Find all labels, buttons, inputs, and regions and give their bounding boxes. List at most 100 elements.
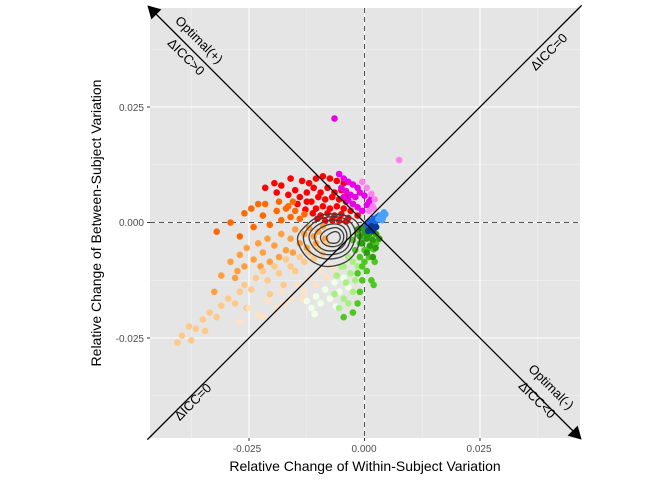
- data-point: [303, 189, 311, 196]
- data-point: [250, 256, 257, 263]
- data-point: [236, 233, 244, 240]
- data-point: [356, 253, 364, 261]
- data-point: [333, 203, 341, 210]
- data-point: [264, 297, 271, 305]
- data-point: [236, 251, 244, 259]
- data-point: [352, 277, 359, 284]
- data-point: [347, 270, 354, 277]
- density-contour: [302, 215, 356, 260]
- data-point: [331, 279, 338, 286]
- data-point: [331, 115, 338, 122]
- data-point: [287, 235, 294, 242]
- data-point: [358, 277, 366, 284]
- data-point: [308, 304, 315, 312]
- data-point: [358, 178, 366, 186]
- data-point: [264, 235, 271, 242]
- data-point: [231, 300, 239, 307]
- data-point: [305, 249, 313, 256]
- data-point: [338, 184, 345, 192]
- data-point: [174, 339, 181, 346]
- data-point: [199, 316, 207, 323]
- data-point: [296, 253, 304, 261]
- density-contour: [325, 230, 341, 244]
- data-point: [358, 207, 366, 215]
- data-point: [301, 258, 308, 266]
- data-point: [354, 300, 361, 307]
- data-point: [319, 173, 327, 180]
- data-point: [298, 177, 306, 185]
- data-point: [361, 192, 368, 199]
- data-point: [312, 281, 320, 289]
- data-point: [342, 187, 350, 195]
- data-point: [349, 288, 357, 296]
- data-point: [310, 255, 318, 262]
- data-point: [227, 219, 234, 226]
- data-point: [291, 267, 299, 275]
- data-point: [326, 175, 334, 182]
- data-point: [291, 226, 299, 233]
- data-point: [259, 267, 267, 275]
- y-tick-label: 0.000: [119, 218, 144, 229]
- data-point: [236, 318, 244, 326]
- data-point: [291, 186, 299, 194]
- data-point: [312, 293, 320, 300]
- data-point: [252, 274, 260, 282]
- data-point: [248, 205, 255, 212]
- data-point: [261, 200, 269, 208]
- data-point: [236, 288, 244, 296]
- data-point: [248, 286, 255, 293]
- data-point: [301, 288, 308, 296]
- data-point: [363, 184, 371, 192]
- data-point: [188, 337, 195, 344]
- data-point: [349, 309, 357, 316]
- data-point: [201, 327, 209, 335]
- data-point: [282, 246, 290, 254]
- data-point: [370, 281, 378, 289]
- data-point: [206, 309, 213, 316]
- data-point: [259, 249, 267, 256]
- data-point: [309, 210, 317, 217]
- data-point: [254, 200, 262, 208]
- data-point: [352, 193, 359, 201]
- data-point: [324, 210, 331, 217]
- icc-diagonals: [146, 4, 583, 441]
- data-point: [245, 304, 253, 312]
- data-point: [340, 205, 348, 212]
- arrowhead-top-left-icon: [147, 5, 162, 20]
- data-point: [361, 258, 368, 266]
- data-point: [345, 300, 352, 307]
- data-point: [266, 290, 274, 298]
- data-point: [308, 198, 315, 205]
- data-point: [289, 249, 297, 256]
- data-point: [354, 263, 361, 270]
- data-point: [369, 236, 377, 244]
- diagonal-line-negative: [155, 13, 574, 432]
- y-tick-label: -0.025: [116, 334, 145, 345]
- data-point: [289, 198, 297, 205]
- data-point: [287, 263, 294, 270]
- data-point: [395, 156, 403, 164]
- data-point: [278, 230, 285, 238]
- data-point: [296, 215, 304, 223]
- data-point: [287, 175, 294, 182]
- data-point: [349, 258, 357, 266]
- data-point: [234, 267, 241, 275]
- data-point: [303, 198, 311, 205]
- y-axis-title: Relative Change of Between-Subject Varia…: [88, 80, 104, 367]
- data-point: [366, 242, 374, 249]
- data-point: [285, 203, 292, 210]
- data-point: [305, 179, 313, 187]
- density-contour: [313, 223, 348, 252]
- data-point: [358, 240, 366, 247]
- data-point: [259, 212, 267, 219]
- data-point: [333, 177, 341, 185]
- data-point: [321, 196, 329, 203]
- data-point: [363, 267, 371, 275]
- data-point: [315, 244, 322, 252]
- data-point: [317, 300, 324, 307]
- data-point: [342, 279, 350, 286]
- data-point: [278, 288, 285, 296]
- data-point: [321, 286, 329, 293]
- data-point: [192, 325, 200, 333]
